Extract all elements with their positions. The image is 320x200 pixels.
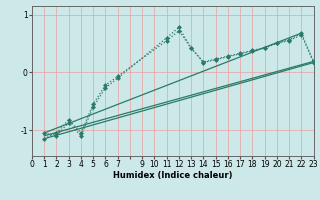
- X-axis label: Humidex (Indice chaleur): Humidex (Indice chaleur): [113, 171, 233, 180]
